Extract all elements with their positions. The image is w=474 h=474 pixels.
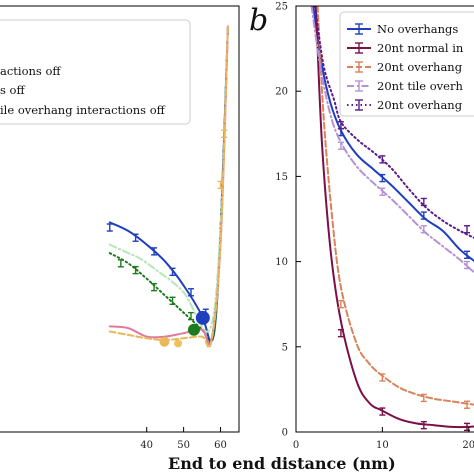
b-error-bar-1-4 [464, 250, 470, 259]
b-error-bar-2-3 [420, 420, 427, 430]
a-error-bar-2-4 [169, 296, 176, 305]
a-marker-1 [195, 310, 210, 325]
b-x-tick-label-1: 0 [293, 440, 299, 451]
panel-b-ticks: 0 10 20 0 5 10 15 20 25 [275, 2, 474, 452]
b-error-bar-4-3 [420, 225, 427, 234]
a-x-tick-label-2: 50 [177, 440, 190, 451]
a-error-bar-2-1 [117, 259, 124, 268]
b-series-line-1 [312, 6, 474, 263]
panel-b-legend-swatches [347, 23, 371, 111]
b-error-bar-4-2 [379, 187, 386, 196]
b-error-bar-3-2 [379, 373, 386, 382]
a-x-tick-label-1: 40 [140, 440, 153, 451]
b-error-bar-3-1 [337, 300, 344, 309]
x-axis-label: End to end distance (nm) [168, 454, 396, 473]
b-series-line-3 [316, 6, 474, 406]
b-y-tick-label-3: 10 [275, 257, 288, 268]
a-marker-4 [174, 339, 183, 348]
b-error-bar-5-4 [464, 225, 470, 234]
a-error-bar-5-1 [217, 180, 224, 190]
b-y-tick-label-6: 25 [275, 2, 288, 13]
b-error-bar-4-4 [464, 260, 470, 270]
b-series-line-4 [310, 6, 474, 274]
panel-a-x-ticks: 40 50 60 [140, 427, 227, 451]
a-error-bar-1-1 [106, 223, 113, 232]
b-error-bar-2-1 [337, 328, 344, 338]
b-y-tick-label-5: 20 [275, 87, 288, 98]
a-error-bar-2-3 [151, 282, 158, 292]
b-error-bar-5-1 [337, 121, 344, 130]
a-error-bar-1-5 [188, 288, 194, 297]
legend-entry-b-4: 20nt tile overh [377, 79, 463, 93]
panel-b: b 0 10 20 0 5 10 15 20 25 No overhangs 20nt norm… [249, 2, 474, 452]
legend-swatch-b-3 [347, 61, 371, 73]
legend-entry-b-3: 20nt overhang [377, 60, 463, 74]
panel-b-label: b [249, 3, 268, 38]
b-x-tick-label-3: 20 [462, 440, 474, 451]
b-error-bar-1-2 [379, 173, 386, 183]
a-marker-3 [159, 336, 170, 347]
b-series-line-2 [314, 6, 474, 429]
panel-a-legend: actions off s off ile overhang interacti… [0, 19, 191, 125]
b-error-bar-5-3 [420, 197, 427, 207]
panel-a-legend-box [0, 19, 191, 125]
a-marker-2 [187, 323, 200, 336]
legend-swatch-b-4 [347, 80, 371, 92]
b-error-bar-3-3 [420, 393, 427, 403]
a-error-bar-1-4 [169, 267, 176, 277]
panel-a-plot-area [106, 25, 229, 349]
a-series-line-5 [108, 25, 229, 349]
b-x-tick-label-2: 10 [376, 440, 389, 451]
legend-entry-b-2: 20nt normal in [377, 41, 464, 55]
panel-b-axes-frame [295, 5, 474, 433]
panel-b-legend-box [339, 11, 474, 117]
b-y-tick-label-4: 15 [275, 172, 288, 183]
panel-b-legend: No overhangs 20nt normal in 20nt overhan… [339, 11, 474, 117]
a-error-bar-1-3 [151, 247, 158, 256]
legend-entry-a-3: ile overhang interactions off [0, 103, 166, 117]
panel-a-axes-frame [0, 5, 240, 433]
panel-b-plot-area [310, 6, 474, 432]
b-y-tick-label-2: 5 [282, 342, 288, 353]
a-error-bar-5-2 [221, 129, 228, 139]
a-error-bar-2-2 [132, 265, 139, 275]
a-error-bar-2-5 [188, 311, 194, 321]
b-error-bar-5-2 [379, 155, 386, 164]
b-y-tick-label-1: 0 [282, 428, 288, 439]
b-error-bar-4-1 [337, 141, 344, 150]
legend-swatch-b-2 [347, 42, 371, 54]
legend-swatch-b-1 [347, 23, 371, 35]
a-x-tick-label-3: 60 [214, 440, 227, 451]
legend-entry-a-1: actions off [0, 64, 61, 78]
legend-entry-b-5: 20nt overhang [377, 98, 463, 112]
a-error-bar-1-2 [132, 233, 139, 242]
panel-a: 40 50 60 actions off s off ile overhang in… [0, 5, 240, 451]
legend-entry-b-1: No overhangs [377, 22, 458, 36]
b-series-line-5 [314, 6, 474, 239]
legend-entry-a-2: s off [0, 83, 25, 97]
legend-swatch-b-5 [347, 99, 371, 111]
b-error-bar-3-4 [464, 400, 470, 409]
b-error-bar-2-2 [379, 407, 386, 416]
b-error-bar-1-3 [420, 211, 427, 220]
